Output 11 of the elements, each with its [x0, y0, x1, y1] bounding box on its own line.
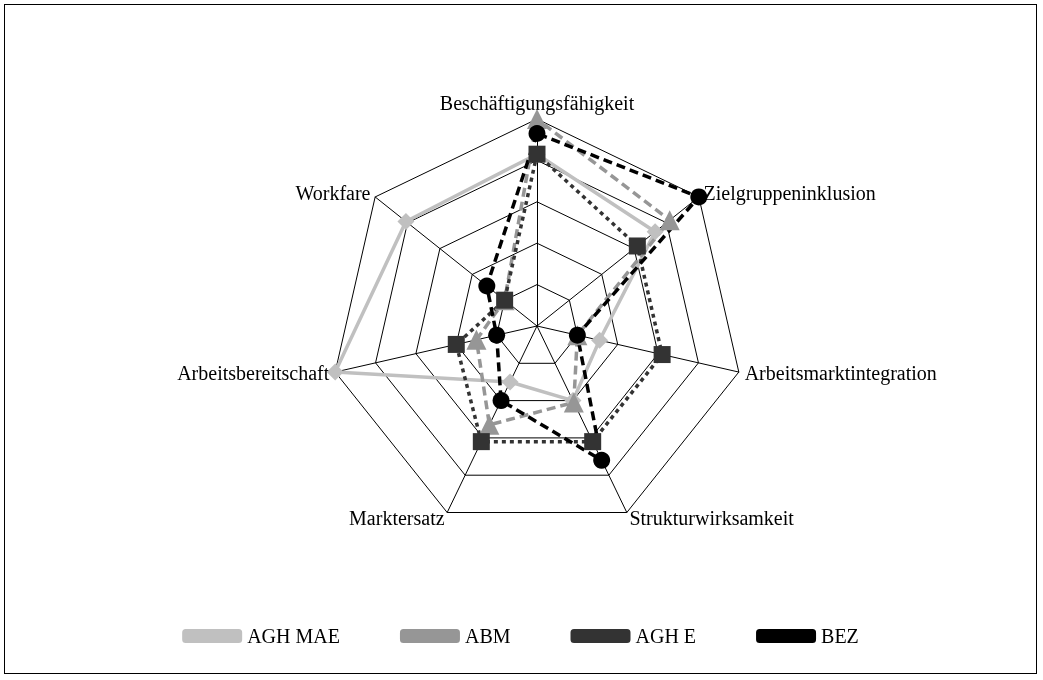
legend-label: AGH E [635, 625, 697, 647]
spoke-label: Arbeitsbereitschaft [177, 362, 330, 385]
legend-label: ABM [464, 625, 511, 647]
spoke-label: Marktersatz [349, 506, 445, 529]
spoke-label: Beschäftigungsfähigkeit [439, 92, 635, 115]
spoke-label: Strukturwirksamkeit [629, 506, 795, 529]
spoke-label: Arbeitsmarktintegration [744, 362, 937, 386]
legend-label: BEZ [821, 625, 859, 647]
legend-label: AGH MAE [247, 625, 340, 647]
spoke-label: Zielgruppeninklusion [703, 182, 876, 206]
spoke-label: Workfare [295, 182, 371, 205]
